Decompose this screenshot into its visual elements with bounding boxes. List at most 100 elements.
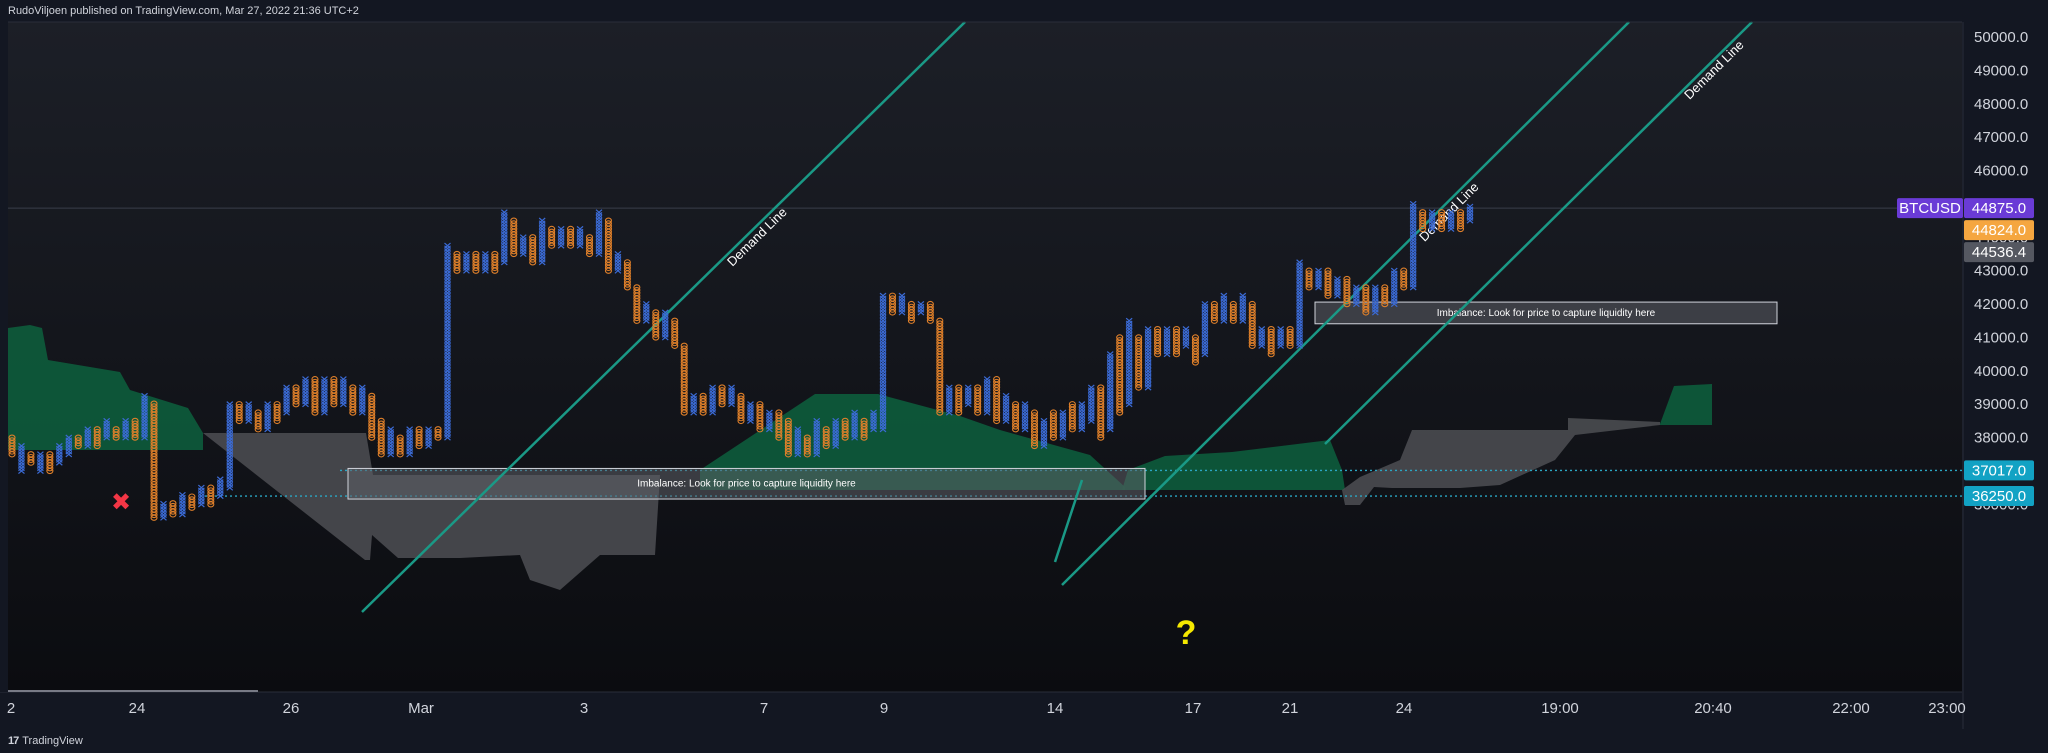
pf-o-mark [46,453,54,461]
pf-o-mark [1456,209,1465,216]
pf-x-mark [1106,351,1114,358]
pf-column [614,250,622,274]
imbalance-box-0 [347,467,1146,500]
pf-x-mark [1021,401,1029,408]
time-tick: 26 [283,700,300,717]
pf-x-mark [37,451,44,458]
pf-o-mark [718,384,726,391]
pf-column [1210,300,1218,324]
pf-o-mark [1030,412,1039,419]
price-tick: 38000.0 [1974,430,2028,447]
publish-header: RudoViljoen published on TradingView.com… [0,0,2048,22]
pf-x-mark [339,376,347,383]
pf-o-mark [1154,325,1162,333]
pf-x-mark [766,409,773,416]
pf-x-mark [197,484,205,491]
pf-column [766,409,773,433]
pf-column [415,426,423,450]
pf-o-mark [1267,325,1275,333]
pf-column [160,500,167,521]
pf-o-mark [415,428,423,436]
time-tick: 22:00 [1832,700,1870,717]
chart-markers: ✖? [111,488,1196,652]
time-axis[interactable]: 2 24 26 Mar 3 7 9 14 17 21 24 19:00 20:40 22:00 23:00 [7,700,1966,717]
pf-column [1116,334,1124,416]
publish-info: RudoViljoen published on TradingView.com… [8,5,359,17]
pf-o-mark [235,401,243,408]
pf-column [453,250,461,274]
pf-column [623,259,631,291]
tradingview-logo[interactable]: 17 TradingView [8,735,83,747]
price-badge-prev [1964,242,2034,263]
pf-column [1409,200,1417,291]
tradingview-logo-icon: 17 [8,735,19,747]
pf-o-mark [1116,334,1124,341]
price-tick: 46000.0 [1974,163,2028,180]
pf-o-mark [775,412,783,419]
imbalance-boxes[interactable]: Imbalance: Look for price to capture liq… [347,301,1778,500]
cross-marker: ✖ [111,488,131,516]
pf-column [813,417,821,458]
pf-o-mark [993,376,1001,383]
pf-x-mark [1277,326,1285,333]
pf-o-mark [888,295,897,302]
pf-o-mark [169,502,177,510]
pf-x-mark [264,401,272,408]
pf-chart[interactable]: Imbalance: Look for price to capture liq… [0,0,2048,729]
pf-o-mark [936,317,944,324]
pf-column [1286,325,1294,349]
pf-column [1220,292,1228,324]
pf-x-mark [283,384,290,391]
pf-o-mark [1191,337,1199,344]
pf-column [519,234,527,258]
pf-x-mark [1447,209,1455,216]
pf-o-mark [74,437,82,444]
price-badge-last [1964,220,2034,241]
pf-column [122,417,130,441]
pf-column [55,442,63,466]
pf-o-mark [254,412,262,419]
pf-column [84,426,92,450]
pf-column [917,301,925,316]
pf-column [1021,401,1029,433]
price-badge-label: 37017.0 [1972,462,2026,479]
pf-column [500,209,508,266]
pf-o-mark [926,303,934,311]
pf-column [1371,284,1379,316]
pf-o-mark [349,387,357,394]
pf-o-mark [803,434,811,441]
pf-o-mark [1030,409,1039,416]
pf-column [964,384,972,408]
pf-column [444,242,451,441]
pf-o-mark [860,420,868,427]
pf-o-mark [1362,287,1370,294]
pf-x-mark [1201,301,1209,308]
cloud-gray-1 [1342,418,1660,505]
time-tick: 3 [580,700,588,717]
pf-x-mark [1220,292,1228,299]
pf-o-mark [434,428,442,436]
pf-column [226,401,234,491]
pf-column [1125,317,1133,408]
pf-column [1068,401,1076,433]
time-tick: 23:00 [1928,700,1966,717]
pf-column [1390,267,1398,308]
pf-column [642,301,650,324]
pf-o-mark [604,217,613,224]
pf-x-mark [595,209,603,216]
pf-o-mark [652,312,660,319]
pf-column [756,401,764,433]
pf-column [358,384,366,416]
time-tick: 19:00 [1541,700,1579,717]
pf-o-mark [1419,211,1427,219]
pf-column [235,401,243,425]
pf-column [169,500,177,518]
pf-column [197,484,205,508]
price-tick: 41000.0 [1974,329,2028,346]
pf-column [216,476,224,500]
pf-column [945,384,953,416]
pf-x-mark [1239,292,1247,299]
pf-o-mark [415,426,423,433]
pf-o-mark [1012,401,1020,408]
pf-column [822,426,830,450]
